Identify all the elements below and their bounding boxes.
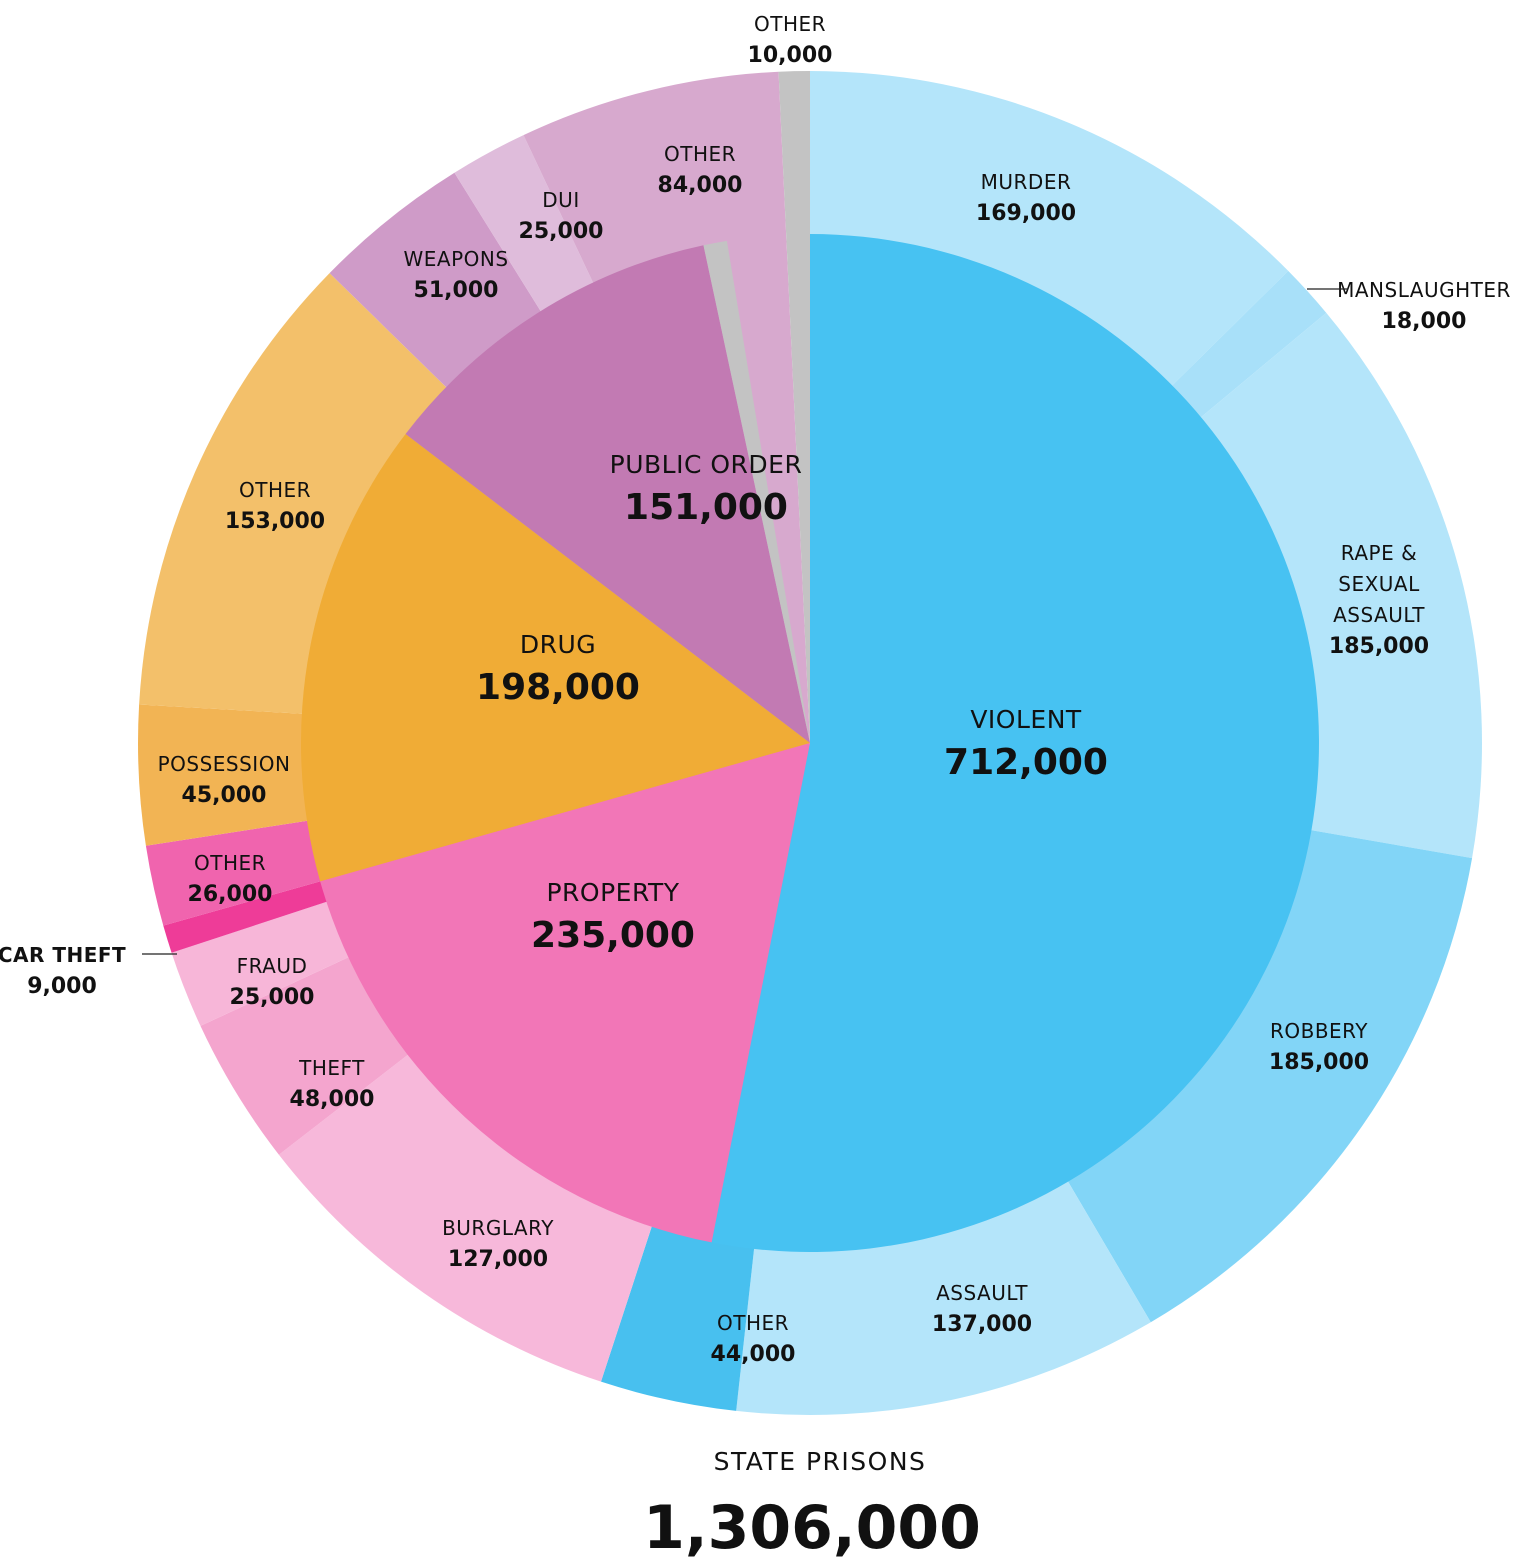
outer-value-violent-rape-and-sexual-assault: 185,000 bbox=[1329, 634, 1429, 659]
inner-label-public-order: PUBLIC ORDER bbox=[610, 450, 803, 479]
outer-label-violent-rape-and-sexual-assault-line-3: ASSAULT bbox=[1333, 603, 1425, 627]
outer-label-property-car-theft: CAR THEFT bbox=[0, 943, 126, 967]
inner-slice-property bbox=[320, 743, 810, 1243]
inner-slice-violent bbox=[711, 234, 1319, 1252]
outer-label-property-theft: THEFT bbox=[298, 1056, 365, 1080]
outer-label-property-fraud: FRAUD bbox=[237, 954, 308, 978]
outer-label-violent-rape-and-sexual-assault-line-1: RAPE & bbox=[1341, 541, 1417, 565]
outer-label-violent-assault: ASSAULT bbox=[936, 1281, 1028, 1305]
inner-slice-unlabeled bbox=[703, 240, 810, 743]
outer-value-property-fraud: 25,000 bbox=[230, 985, 315, 1010]
outer-value-property-burglary: 127,000 bbox=[448, 1247, 548, 1272]
inner-value-drug: 198,000 bbox=[476, 667, 640, 708]
outer-value-drug-other: 153,000 bbox=[225, 509, 325, 534]
outer-value-public-order-other: 84,000 bbox=[658, 173, 743, 198]
inner-ring bbox=[300, 234, 1319, 1252]
chart-total: 1,306,000 bbox=[643, 1493, 981, 1559]
outer-label-violent-manslaughter: MANSLAUGHTER bbox=[1337, 278, 1511, 302]
outer-label-public-order-dui: DUI bbox=[542, 188, 579, 212]
outer-label-violent-rape-and-sexual-assault-line-2: SEXUAL bbox=[1338, 572, 1420, 596]
outer-label-property-other: OTHER bbox=[194, 851, 266, 875]
outer-value-unlabeled-other: 10,000 bbox=[748, 43, 833, 68]
outer-value-violent-other: 44,000 bbox=[711, 1342, 796, 1367]
outer-value-public-order-weapons: 51,000 bbox=[414, 278, 499, 303]
outer-label-unlabeled-other: OTHER bbox=[754, 12, 826, 36]
inner-label-property: PROPERTY bbox=[546, 878, 679, 907]
inner-slice-drug bbox=[300, 433, 810, 882]
outer-label-drug-other: OTHER bbox=[239, 478, 311, 502]
outer-value-violent-robbery: 185,000 bbox=[1269, 1050, 1369, 1075]
inner-slice-public-order bbox=[405, 245, 810, 743]
outer-slice-unlabeled-other bbox=[778, 71, 810, 743]
outer-value-property-other: 26,000 bbox=[188, 882, 273, 907]
outer-label-public-order-weapons: WEAPONS bbox=[403, 247, 508, 271]
inner-label-drug: DRUG bbox=[520, 630, 596, 659]
outer-value-violent-murder: 169,000 bbox=[976, 201, 1076, 226]
outer-value-property-car-theft: 9,000 bbox=[27, 974, 97, 999]
outer-label-drug-possession: POSSESSION bbox=[158, 752, 291, 776]
outer-value-violent-manslaughter: 18,000 bbox=[1382, 309, 1467, 334]
inner-labels: VIOLENT 712,000 PROPERTY 235,000 DRUG 198,000… bbox=[476, 450, 1108, 956]
outer-label-violent-murder: MURDER bbox=[981, 170, 1072, 194]
outer-value-drug-possession: 45,000 bbox=[182, 783, 267, 808]
inner-value-violent: 712,000 bbox=[944, 742, 1108, 783]
outer-value-property-theft: 48,000 bbox=[290, 1087, 375, 1112]
inner-label-violent: VIOLENT bbox=[970, 705, 1082, 734]
outer-value-public-order-dui: 25,000 bbox=[519, 219, 604, 244]
outer-labels: MURDER 169,000 MANSLAUGHTER 18,000 RAPE & SEX… bbox=[0, 12, 1511, 1367]
inner-value-property: 235,000 bbox=[531, 915, 695, 956]
outer-label-violent-other: OTHER bbox=[717, 1311, 789, 1335]
chart-title: STATE PRISONS bbox=[714, 1447, 927, 1476]
outer-value-violent-assault: 137,000 bbox=[932, 1312, 1032, 1337]
outer-label-public-order-other: OTHER bbox=[664, 142, 736, 166]
inner-value-public-order: 151,000 bbox=[624, 487, 788, 528]
outer-label-property-burglary: BURGLARY bbox=[442, 1216, 554, 1240]
outer-label-violent-robbery: ROBBERY bbox=[1270, 1019, 1368, 1043]
